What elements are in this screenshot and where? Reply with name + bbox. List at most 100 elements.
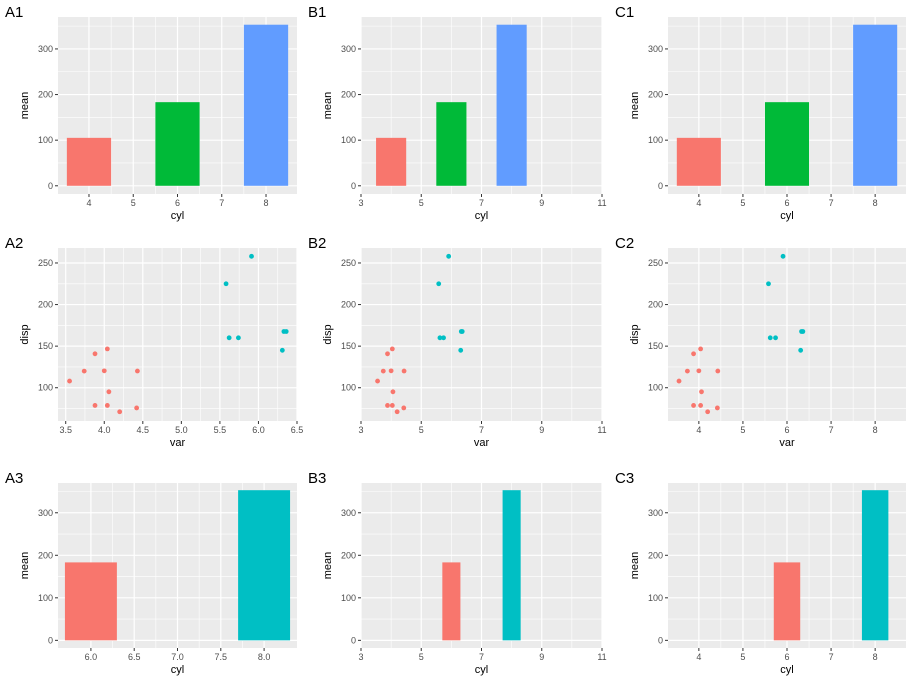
y-tick-label: 200 <box>341 90 356 100</box>
y-tick-label: 200 <box>341 300 356 310</box>
x-axis-label: var <box>474 437 490 449</box>
point-cyl-4 <box>104 346 110 352</box>
point-cyl-4 <box>92 351 98 357</box>
y-tick-label: 200 <box>648 90 663 100</box>
bar-8 <box>861 490 889 641</box>
point-cyl-8 <box>766 281 771 287</box>
point-cyl-4 <box>375 378 380 384</box>
bar-8 <box>496 24 527 186</box>
point-cyl-8 <box>798 347 804 353</box>
y-tick-label: 100 <box>648 135 663 145</box>
x-tick-label: 4.5 <box>137 425 150 435</box>
point-cyl-8 <box>446 253 452 259</box>
bar-8 <box>243 24 289 186</box>
y-tick-label: 200 <box>38 90 53 100</box>
point-cyl-4 <box>691 403 696 408</box>
point-cyl-8 <box>441 335 446 341</box>
x-tick-label: 9 <box>539 198 544 208</box>
y-tick-label: 100 <box>38 383 53 393</box>
x-axis-label: cyl <box>171 210 184 222</box>
x-tick-label: 6 <box>784 198 789 208</box>
x-tick-label: 5.0 <box>175 425 188 435</box>
x-tick-label: 6.0 <box>252 425 265 435</box>
y-tick-label: 150 <box>648 341 663 351</box>
bar-6 <box>64 562 117 641</box>
bar-6 <box>436 102 467 186</box>
x-tick-label: 7 <box>219 198 224 208</box>
point-cyl-4 <box>389 403 395 408</box>
bar-8 <box>853 24 898 186</box>
point-cyl-4 <box>715 368 721 374</box>
point-cyl-8 <box>459 329 465 334</box>
point-cyl-8 <box>436 281 442 287</box>
y-tick-label: 0 <box>351 635 356 645</box>
x-axis-label: cyl <box>475 664 488 676</box>
point-cyl-4 <box>676 378 682 384</box>
y-axis-label: disp <box>629 324 641 344</box>
x-tick-label: 5 <box>740 425 745 435</box>
y-axis-label: mean <box>629 552 641 580</box>
x-tick-label: 11 <box>597 652 606 662</box>
x-tick-label: 8 <box>873 425 878 435</box>
point-cyl-8 <box>223 281 229 287</box>
x-tick-label: 7 <box>829 198 834 208</box>
x-tick-label: 3.5 <box>59 425 72 435</box>
x-tick-label: 11 <box>597 198 606 208</box>
x-tick-label: 8 <box>873 198 878 208</box>
point-cyl-4 <box>117 409 123 415</box>
x-tick-label: 7 <box>829 425 834 435</box>
x-tick-label: 6.5 <box>291 425 304 435</box>
x-tick-label: 11 <box>597 425 606 435</box>
panel-b3: 3 5 7 9 11 0 100 200 300 cyl mean B3 <box>308 470 607 676</box>
x-tick-label: 4.0 <box>98 425 111 435</box>
y-axis-label: mean <box>629 92 641 120</box>
y-axis-label: disp <box>19 324 31 344</box>
y-tick-label: 300 <box>648 508 663 518</box>
y-tick-label: 300 <box>341 508 356 518</box>
x-tick-label: 6 <box>784 652 789 662</box>
x-tick-label: 7 <box>479 198 484 208</box>
x-axis-label: cyl <box>475 210 488 222</box>
x-tick-label: 7.0 <box>171 652 184 662</box>
y-tick-label: 0 <box>658 635 663 645</box>
x-tick-label: 3 <box>358 425 363 435</box>
x-tick-label: 5.5 <box>214 425 227 435</box>
y-tick-label: 0 <box>658 181 663 191</box>
y-tick-label: 100 <box>38 135 53 145</box>
x-tick-label: 4 <box>696 198 701 208</box>
x-tick-label: 5 <box>131 198 136 208</box>
y-tick-label: 150 <box>38 341 53 351</box>
point-cyl-4 <box>705 409 711 415</box>
point-cyl-8 <box>283 329 289 334</box>
panel-c3: 4 5 6 7 8 0 100 200 300 cyl mean C3 <box>615 470 906 676</box>
point-cyl-4 <box>106 389 112 395</box>
y-tick-label: 150 <box>341 341 356 351</box>
x-tick-label: 7 <box>479 425 484 435</box>
x-tick-label: 6.5 <box>128 652 141 662</box>
point-cyl-4 <box>691 351 696 357</box>
x-axis-label: cyl <box>780 664 793 676</box>
point-cyl-4 <box>696 368 702 374</box>
y-tick-label: 100 <box>38 593 53 603</box>
y-tick-label: 250 <box>648 258 663 268</box>
y-axis-label: mean <box>19 92 31 120</box>
panel-tag: B2 <box>308 235 326 252</box>
x-tick-label: 4 <box>86 198 91 208</box>
point-cyl-4 <box>92 403 98 408</box>
y-tick-label: 250 <box>38 258 53 268</box>
x-tick-label: 8.0 <box>258 652 271 662</box>
x-axis-label: var <box>170 437 186 449</box>
x-tick-label: 8 <box>264 198 269 208</box>
bar-6 <box>442 562 461 641</box>
point-cyl-8 <box>279 347 285 353</box>
point-cyl-4 <box>388 368 394 374</box>
panel-tag: C1 <box>615 4 634 21</box>
y-tick-label: 100 <box>648 383 663 393</box>
x-tick-label: 4 <box>696 652 701 662</box>
point-cyl-8 <box>773 335 778 341</box>
panel-b1: 3 5 7 9 11 0 100 200 300 cyl mean B1 <box>308 4 607 222</box>
x-tick-label: 7 <box>479 652 484 662</box>
x-tick-label: 7.5 <box>215 652 228 662</box>
point-cyl-4 <box>390 389 396 395</box>
x-tick-label: 9 <box>539 652 544 662</box>
